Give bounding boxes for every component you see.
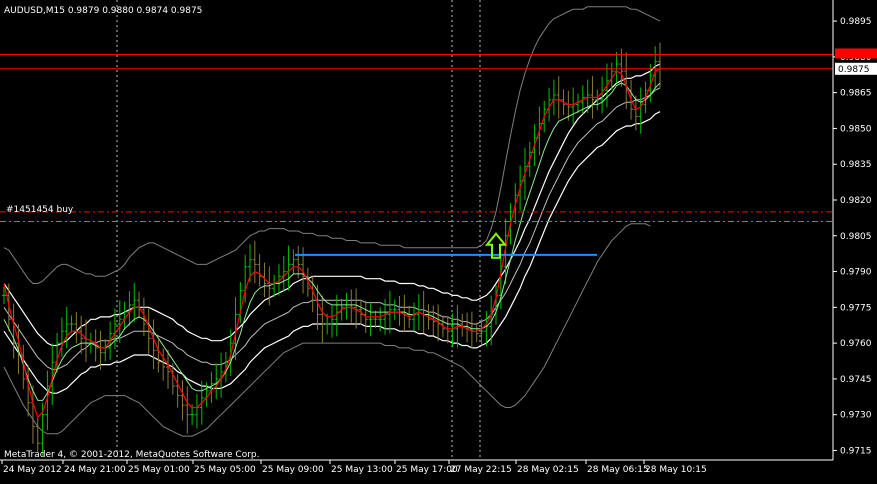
ma-slow-line (3, 82, 661, 401)
time-tick-label: 25 May 05:00 (194, 465, 256, 475)
price-tick-label: 0.9760 (840, 339, 872, 349)
current-price-label: 0.9875 (838, 65, 870, 75)
price-tick-label: 0.9835 (840, 160, 872, 170)
time-tick-label: 25 May 09:00 (262, 465, 324, 475)
time-tick-label: 28 May 10:15 (645, 465, 707, 475)
price-tick-label: 0.9865 (840, 89, 872, 99)
buy-arrow-icon[interactable] (484, 232, 508, 259)
time-tick-label: 25 May 17:00 (396, 465, 458, 475)
price-tick-label: 0.9730 (840, 411, 872, 421)
time-tick-label: 25 May 01:00 (128, 465, 190, 475)
envelope-upper-line (3, 63, 661, 347)
copyright-text: MetaTrader 4, © 2001-2012, MetaQuotes So… (4, 450, 260, 460)
price-tick-label: 0.9895 (840, 17, 872, 27)
price-tick-label: 0.9775 (840, 303, 872, 313)
price-tick-label: 0.9850 (840, 124, 872, 134)
order-label: #1451454 buy (6, 205, 74, 215)
resistance-price-label-bg (835, 48, 877, 59)
price-tick-label: 0.9820 (840, 196, 872, 206)
current-price-label-bg (835, 62, 877, 75)
ma-fast-line (3, 68, 661, 419)
price-tick-label: 0.9745 (840, 375, 872, 385)
chart-title: AUDUSD,M15 0.9879 0.9880 0.9874 0.9875 (4, 6, 202, 16)
price-tick-label: 0.9805 (840, 232, 872, 242)
time-tick-label: 28 May 02:15 (517, 465, 579, 475)
time-tick-label: 27 May 22:15 (450, 465, 512, 475)
time-tick-label: 24 May 21:00 (64, 465, 126, 475)
time-tick-label: 25 May 13:00 (331, 465, 393, 475)
bollinger-upper-line (3, 6, 661, 284)
bollinger-mid-line (3, 87, 661, 370)
bollinger-lower-line (3, 223, 651, 437)
time-tick-label: 28 May 06:15 (587, 465, 649, 475)
price-tick-label: 0.9715 (840, 446, 872, 456)
time-tick-label: 24 May 2012 (3, 465, 62, 475)
price-tick-label: 0.9790 (840, 268, 872, 278)
